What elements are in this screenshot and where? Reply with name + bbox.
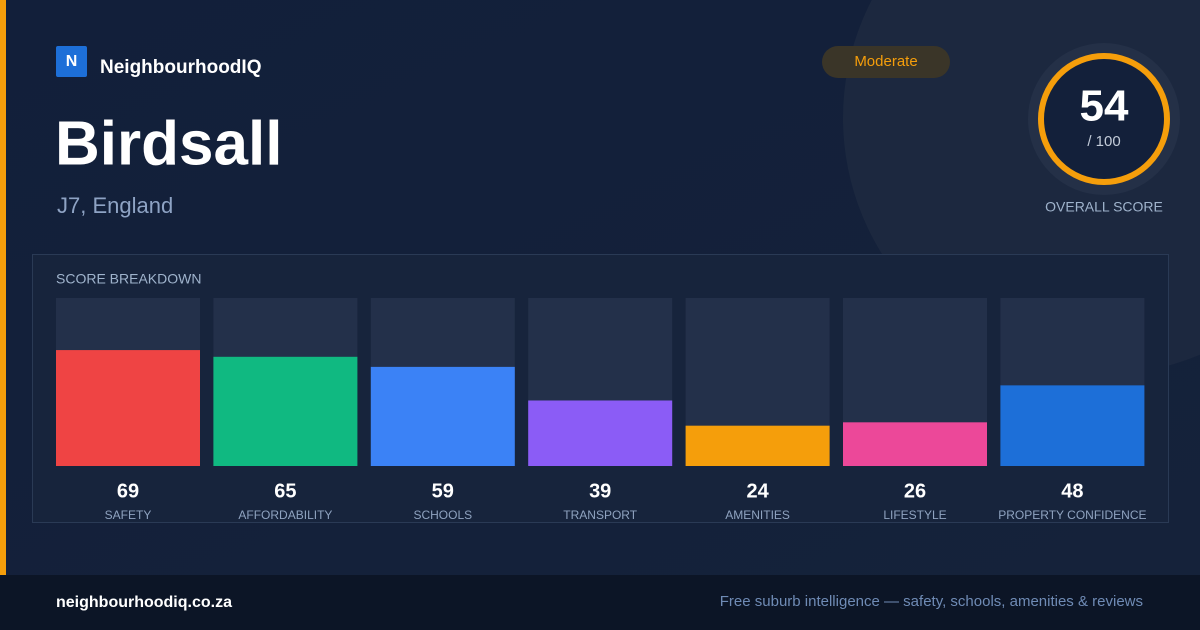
bar	[56, 350, 200, 466]
accent-stripe	[0, 0, 6, 575]
bar-value: 26	[904, 480, 926, 502]
bar-value: 59	[432, 480, 454, 502]
bar-label: LIFESTYLE	[883, 508, 946, 522]
bar	[528, 400, 673, 466]
badge-text: Moderate	[854, 53, 917, 70]
bar-label: SAFETY	[105, 508, 152, 522]
badge	[822, 46, 950, 78]
breakdown-title: SCORE BREAKDOWN	[56, 271, 201, 287]
logo	[56, 46, 87, 77]
bar	[843, 422, 987, 466]
footer	[0, 575, 1200, 630]
logo-letter: N	[66, 53, 78, 70]
place-location: J7, England	[57, 193, 173, 218]
score-value: 54	[1080, 82, 1129, 131]
bar-value: 39	[589, 480, 611, 502]
bar-value: 65	[274, 480, 296, 502]
bar-label: AMENITIES	[725, 508, 790, 522]
bar-value: 48	[1061, 480, 1083, 502]
brand-name: NeighbourhoodIQ	[100, 57, 261, 78]
bar-label: TRANSPORT	[563, 508, 637, 522]
place-name: Birdsall	[55, 109, 282, 178]
bar-value: 69	[117, 480, 139, 502]
score-max: / 100	[1087, 133, 1120, 150]
bar	[370, 366, 515, 466]
score-ring	[1038, 53, 1170, 185]
footer-url: neighbourhoodiq.co.za	[56, 594, 232, 611]
bar	[213, 356, 358, 466]
footer-tagline: Free suburb intelligence — safety, schoo…	[720, 593, 1143, 610]
bar-value: 24	[746, 480, 769, 502]
score-caption: OVERALL SCORE	[1045, 199, 1163, 215]
bar-label: SCHOOLS	[413, 508, 472, 522]
bar-label: AFFORDABILITY	[238, 508, 332, 522]
bar-label: PROPERTY CONFIDENCE	[998, 508, 1146, 522]
bar	[1000, 385, 1145, 466]
bar	[685, 425, 830, 466]
